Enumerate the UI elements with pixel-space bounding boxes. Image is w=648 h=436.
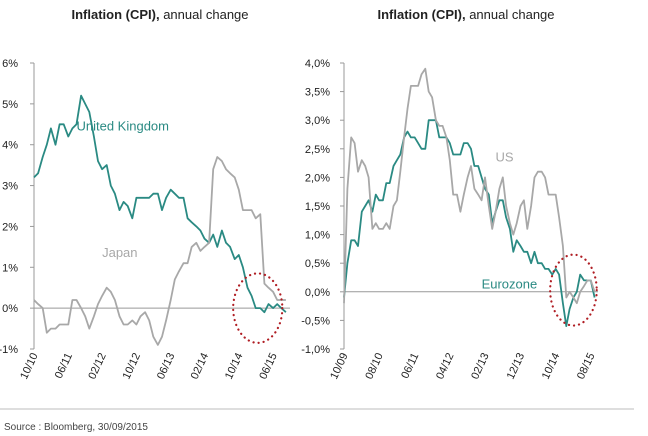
series-line-united-kingdom <box>33 94 287 314</box>
x-tick-label: 04/12 <box>434 351 457 381</box>
y-tick-label: 5% <box>2 99 18 111</box>
series-label-united-kingdom: United Kingdom <box>76 118 169 133</box>
y-tick-label: 2% <box>2 221 18 233</box>
y-tick-label: 2,5% <box>305 144 330 156</box>
series-label-us: US <box>496 149 514 164</box>
chart-2: Inflation (CPI), annual change 4,0% 3,5% 3,… <box>301 7 598 381</box>
x-tick-label: 08/10 <box>363 351 386 381</box>
series-line-japan <box>33 156 286 346</box>
y-tick-label: 0,5% <box>305 258 330 270</box>
y-tick-label: 3,5% <box>305 87 330 99</box>
y-tick-label: 4% <box>2 140 18 152</box>
x-tick-label: 06/15 <box>257 351 280 381</box>
x-tick-label: 02/13 <box>469 351 492 381</box>
chart-title-rest: annual change <box>466 7 555 22</box>
y-tick-label: 3% <box>2 181 18 193</box>
y-tick-label: 0,0% <box>305 287 330 299</box>
y-tick-label: 3,0% <box>305 115 330 127</box>
x-tick-label: 10/12 <box>121 351 144 381</box>
y-tick-label: -0,5% <box>301 315 330 327</box>
chart-title-rest: annual change <box>160 7 249 22</box>
x-tick-label: 06/11 <box>399 351 421 380</box>
y-tick-label: -1,0% <box>301 344 330 356</box>
y-tick-label: 1% <box>2 262 18 274</box>
y-tick-label: 6% <box>2 58 18 70</box>
x-tick-label: 10/10 <box>18 351 41 381</box>
series-line-eurozone <box>343 119 596 327</box>
highlight-circle <box>549 253 598 327</box>
series-label-eurozone: Eurozone <box>482 276 538 291</box>
x-tick-label: 10/09 <box>328 351 351 381</box>
x-tick-label: 06/13 <box>155 351 178 381</box>
y-tick-label: 2,0% <box>305 172 330 184</box>
x-tick-label: 08/15 <box>575 351 598 381</box>
chart-title: Inflation (CPI), annual change <box>377 7 554 22</box>
chart-title-bold: Inflation (CPI), <box>71 7 159 22</box>
chart-title-bold: Inflation (CPI), <box>377 7 465 22</box>
x-tick-label: 02/12 <box>86 351 109 381</box>
y-tick-label: -1% <box>0 344 18 356</box>
series-label-japan: Japan <box>102 245 137 260</box>
series-line-us <box>343 67 596 305</box>
x-tick-label: 06/11 <box>53 351 75 380</box>
chart-1: Inflation (CPI), annual change 6% 5% 4% 3% 2%… <box>0 7 290 381</box>
highlight-circle <box>232 272 284 344</box>
x-tick-label: 10/14 <box>540 351 563 381</box>
y-tick-label: 4,0% <box>305 58 330 70</box>
source-note: Source : Bloomberg, 30/09/2015 <box>4 422 148 433</box>
x-tick-label: 02/14 <box>189 351 212 381</box>
y-tick-label: 0% <box>2 303 18 315</box>
y-tick-label: 1,5% <box>305 201 330 213</box>
y-tick-label: 1,0% <box>305 230 330 242</box>
x-tick-label: 12/13 <box>505 351 528 381</box>
x-tick-label: 10/14 <box>223 351 246 381</box>
chart-title: Inflation (CPI), annual change <box>71 7 248 22</box>
